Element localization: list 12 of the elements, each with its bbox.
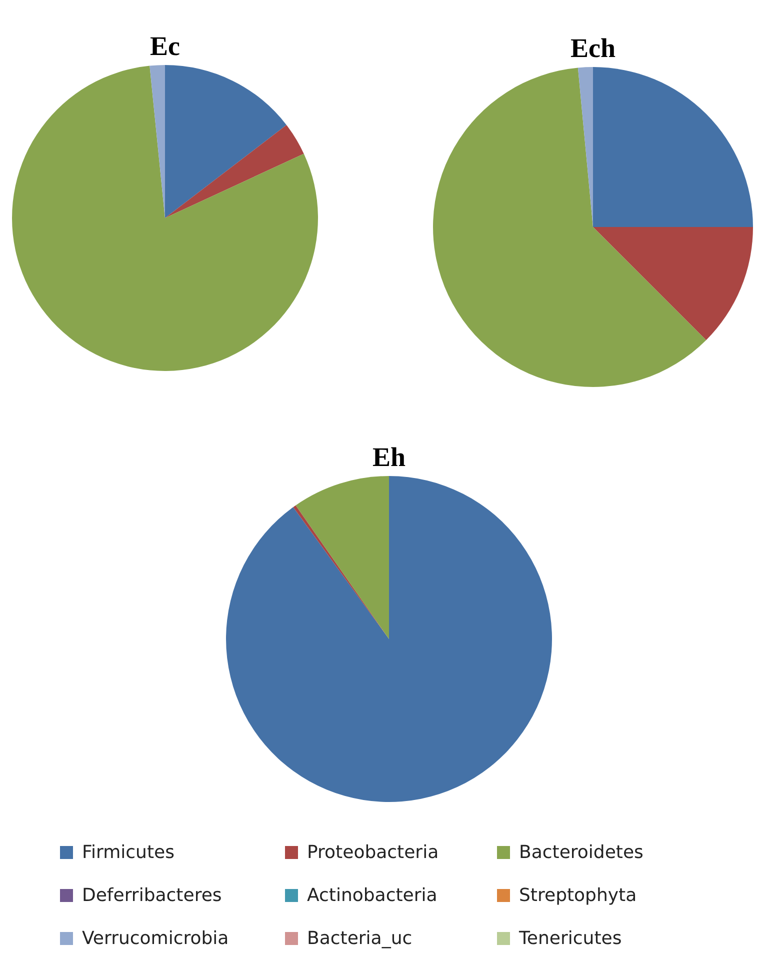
legend-label: Proteobacteria [307, 842, 439, 863]
legend-label: Deferribacteres [82, 885, 222, 906]
legend-label: Tenericutes [519, 928, 622, 949]
legend-label: Firmicutes [82, 842, 174, 863]
slice-label: Ech [570, 33, 616, 63]
legend-label: Bacteroidetes [519, 842, 644, 863]
slice-label: Eh [372, 442, 406, 472]
legend-label: Verrucomicrobia [82, 928, 229, 949]
legend-label: Bacteria_uc [307, 928, 412, 949]
legend-label: Actinobacteria [307, 885, 438, 906]
legend-label: Streptophyta [519, 885, 637, 906]
slice-label: Ec [150, 31, 180, 61]
